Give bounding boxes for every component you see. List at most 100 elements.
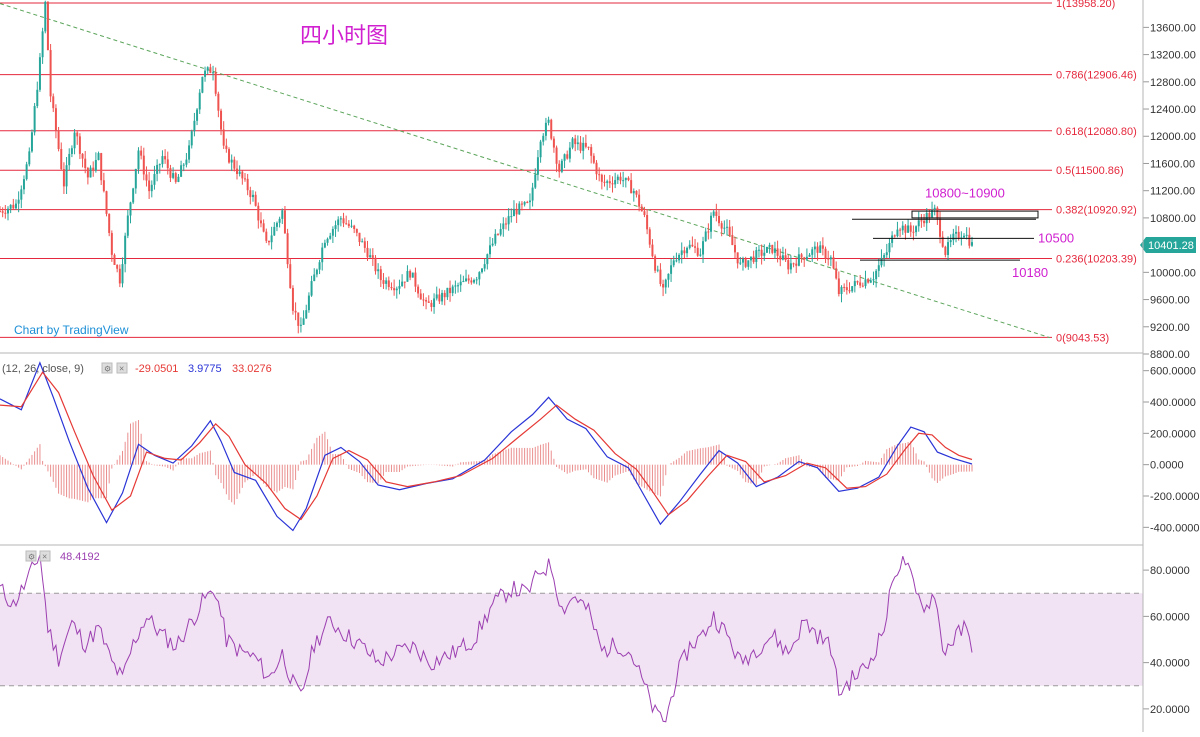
candle-body xyxy=(358,232,361,243)
candle-body xyxy=(347,223,350,227)
candle-body xyxy=(294,310,297,313)
close-icon[interactable]: × xyxy=(39,550,51,562)
candle-body xyxy=(515,208,518,215)
candle-body xyxy=(291,287,294,311)
candle-body xyxy=(771,244,774,253)
candle-body xyxy=(329,235,332,239)
candle-body xyxy=(398,286,401,289)
candle-body xyxy=(912,231,915,233)
candle-body xyxy=(251,194,254,198)
candle-body xyxy=(864,279,867,287)
candle-body xyxy=(190,131,193,146)
candle-body xyxy=(65,165,68,187)
macd-histogram xyxy=(0,420,973,505)
candle-body xyxy=(411,272,414,278)
candle-body xyxy=(781,255,784,260)
candle-body xyxy=(819,245,822,253)
candle-body xyxy=(821,245,824,249)
candle-body xyxy=(228,149,231,163)
svg-text:×: × xyxy=(42,552,47,562)
candle-body xyxy=(126,215,129,236)
candle-body xyxy=(150,184,153,192)
candle-body xyxy=(726,226,729,228)
candle-body xyxy=(872,279,875,281)
fib-level-label: 0.382(10920.92) xyxy=(1056,205,1137,217)
candle-body xyxy=(70,148,73,154)
candle-body xyxy=(656,269,659,271)
candle-body xyxy=(25,164,28,180)
macd-params: (12, 26, close, 9) xyxy=(2,363,84,375)
candle-body xyxy=(638,194,641,207)
candle-body xyxy=(433,298,436,307)
candle-body xyxy=(286,233,289,265)
candlesticks xyxy=(0,0,973,334)
candle-body xyxy=(792,263,795,265)
candle-body xyxy=(334,225,337,230)
rsi-header: ⚙ × 48.4192 xyxy=(25,550,100,563)
candle-body xyxy=(129,202,132,216)
candle-body xyxy=(571,138,574,148)
candle-body xyxy=(731,234,734,246)
candle-body xyxy=(582,142,585,151)
candle-body xyxy=(853,281,856,287)
candle-body xyxy=(811,249,814,255)
candle-body xyxy=(222,129,225,146)
candle-body xyxy=(262,223,265,232)
candle-body xyxy=(835,268,838,279)
candle-body xyxy=(470,280,473,283)
candle-body xyxy=(667,273,670,280)
candle-body xyxy=(699,254,702,256)
candle-body xyxy=(395,288,398,291)
candle-body xyxy=(624,177,627,181)
candle-body xyxy=(238,171,241,174)
candle-body xyxy=(9,204,12,209)
candle-body xyxy=(158,164,161,166)
candle-body xyxy=(132,188,135,203)
candle-body xyxy=(387,280,390,287)
candle-body xyxy=(318,262,321,270)
macd-header: (12, 26, close, 9) ⚙ × -29.0501 3.9775 3… xyxy=(2,362,272,375)
candle-body xyxy=(749,256,752,261)
candle-body xyxy=(539,141,542,158)
candle-body xyxy=(848,290,851,292)
candle-body xyxy=(683,250,686,254)
candle-body xyxy=(760,249,763,256)
price-axis-label: 9200.00 xyxy=(1150,322,1190,334)
candle-body xyxy=(68,153,71,166)
candle-body xyxy=(481,268,484,273)
settings-icon[interactable]: ⚙ xyxy=(101,362,113,374)
macd-value-hist: -29.0501 xyxy=(135,363,178,375)
candle-body xyxy=(12,204,15,209)
candle-body xyxy=(494,233,497,244)
candle-body xyxy=(379,269,382,281)
candle-body xyxy=(518,203,521,215)
candle-body xyxy=(619,176,622,181)
candle-body xyxy=(363,241,366,248)
candle-body xyxy=(893,235,896,237)
candle-body xyxy=(640,206,643,212)
macd-axis-label: 600.0000 xyxy=(1150,366,1196,378)
candle-body xyxy=(550,119,553,139)
candle-body xyxy=(41,31,44,58)
candle-body xyxy=(630,180,633,194)
candle-body xyxy=(576,142,579,145)
candle-body xyxy=(603,181,606,183)
fib-level-label: 0.618(12080.80) xyxy=(1056,126,1137,138)
candle-body xyxy=(297,312,300,326)
candle-body xyxy=(755,250,758,262)
candle-body xyxy=(124,235,127,265)
candle-body xyxy=(113,254,116,265)
settings-icon[interactable]: ⚙ xyxy=(25,550,37,562)
candle-body xyxy=(507,216,510,225)
candle-body xyxy=(710,215,713,232)
candle-body xyxy=(499,229,502,235)
chart-title: 四小时图 xyxy=(300,23,388,48)
candle-body xyxy=(784,255,787,261)
candle-body xyxy=(696,247,699,256)
rsi-axis-label: 20.0000 xyxy=(1150,704,1190,716)
candle-body xyxy=(880,257,883,266)
close-icon[interactable]: × xyxy=(116,362,128,374)
candle-body xyxy=(547,119,550,123)
candle-body xyxy=(611,183,614,185)
candle-body xyxy=(800,254,803,258)
